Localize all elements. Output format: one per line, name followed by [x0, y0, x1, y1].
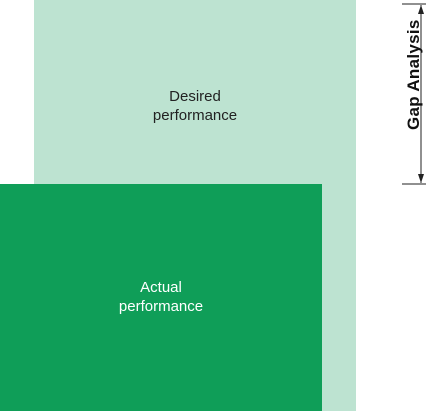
actual-label-line1: Actual	[140, 279, 182, 296]
desired-label-line1: Desired	[169, 88, 221, 105]
gap-arrowhead-down	[418, 174, 424, 183]
desired-performance-label: Desired performance	[34, 87, 356, 125]
desired-label-line2: performance	[152, 107, 238, 124]
gap-analysis-label: Gap Analysis	[404, 19, 423, 130]
actual-performance-block	[0, 184, 322, 411]
gap-range-arrow	[402, 3, 426, 185]
gap-arrowhead-up	[418, 5, 424, 14]
actual-performance-label: Actual performance	[0, 278, 322, 316]
actual-label-line2: performance	[118, 298, 204, 315]
